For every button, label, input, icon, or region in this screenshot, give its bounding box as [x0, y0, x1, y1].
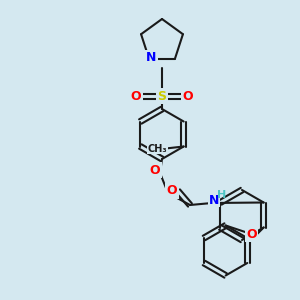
Text: H: H [218, 190, 226, 200]
Text: O: O [131, 89, 141, 103]
Text: S: S [158, 89, 166, 103]
Text: O: O [167, 184, 177, 197]
Text: N: N [146, 51, 156, 64]
Text: O: O [150, 164, 160, 176]
Text: O: O [183, 89, 193, 103]
Text: N: N [209, 194, 219, 206]
Text: O: O [246, 228, 257, 241]
Text: CH₃: CH₃ [148, 143, 167, 154]
